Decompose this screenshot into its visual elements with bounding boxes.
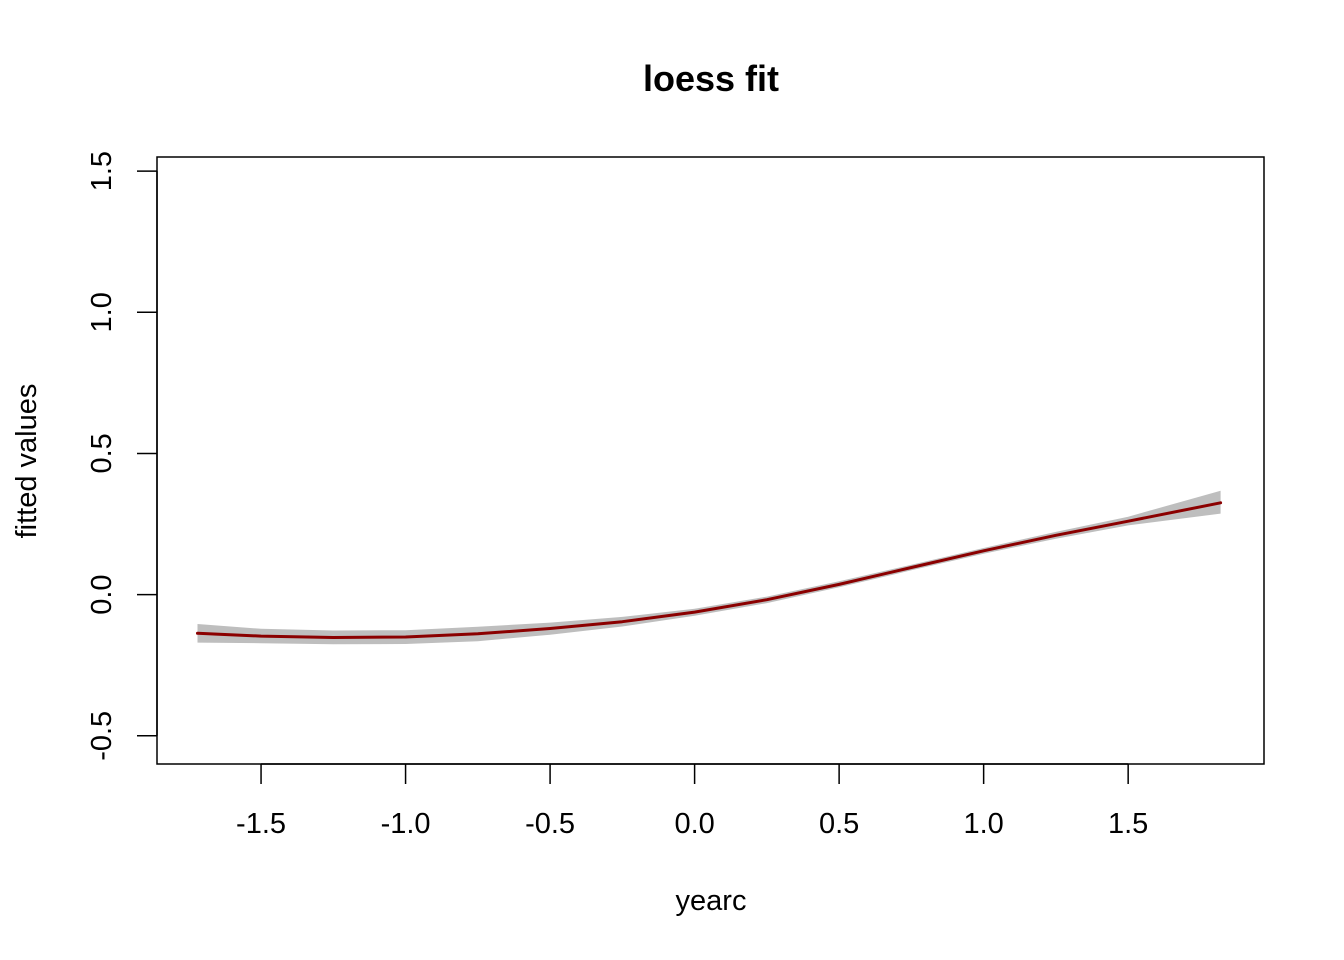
fit-line-layer	[196, 501, 1223, 639]
y-tick-label: 0.0	[86, 574, 118, 614]
y-tick-label: -0.5	[86, 711, 118, 761]
x-tick-label: -0.5	[525, 808, 575, 840]
y-axis-label: fitted values	[11, 384, 43, 539]
confidence-band-layer	[197, 490, 1221, 645]
y-tick-label: 0.5	[86, 433, 118, 473]
x-tick-label: 0.5	[819, 808, 859, 840]
x-axis: -1.5 -1.0 -0.5 0.0 0.5 1.0 1.5	[236, 763, 1148, 840]
x-tick-label: 0.0	[674, 808, 714, 840]
x-tick-label: 1.0	[963, 808, 1003, 840]
y-tick-label: 1.5	[86, 151, 118, 191]
x-tick-label: -1.5	[236, 808, 286, 840]
y-tick-label: 1.0	[86, 292, 118, 332]
chart-title: loess fit	[643, 58, 779, 99]
x-axis-label: yearc	[676, 885, 747, 917]
plot-frame	[156, 156, 1265, 765]
fit-line	[196, 501, 1223, 639]
x-tick-label: 1.5	[1108, 808, 1148, 840]
confidence-band	[197, 490, 1221, 645]
x-tick-label: -1.0	[381, 808, 431, 840]
y-axis: -0.5 0.0 0.5 1.0 1.5	[86, 151, 158, 761]
